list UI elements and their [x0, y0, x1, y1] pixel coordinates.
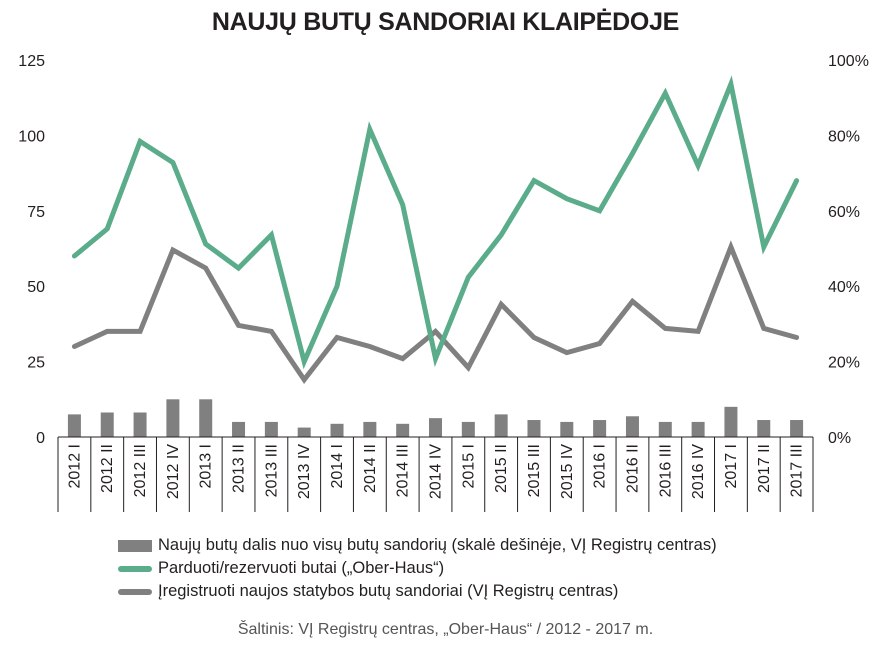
bar-18 — [658, 421, 672, 437]
x-tick-label: 2012 IV — [165, 444, 182, 499]
x-tick-label: 2015 II — [493, 444, 510, 493]
right-tick-label: 80% — [828, 128, 860, 145]
x-tick-label: 2016 IV — [690, 444, 707, 499]
bar-5 — [232, 421, 246, 437]
x-tick-label: 2014 III — [395, 444, 412, 497]
bar-19 — [691, 421, 705, 437]
legend-swatch-sold — [118, 565, 152, 572]
x-tick-label: 2013 II — [231, 444, 248, 493]
x-tick-label: 2016 III — [657, 444, 674, 497]
lines-layer — [71, 75, 800, 384]
x-tick-label: 2013 I — [198, 444, 215, 488]
bar-22 — [790, 420, 804, 437]
bar-11 — [429, 418, 442, 437]
legend-item-registered: Įregistruoti naujos statybos butų sandor… — [118, 580, 717, 603]
x-tick-label: 2013 III — [263, 444, 280, 497]
legend-label-sold: Parduoti/rezervuoti butai („Ober-Haus“) — [158, 559, 445, 577]
source-note: Šaltinis: VĮ Registrų centras, „Ober-Hau… — [237, 621, 654, 638]
x-tick-label: 2016 I — [592, 444, 609, 488]
legend-label-bars: Naujų butų dalis nuo visų butų sandorių … — [158, 536, 717, 554]
bar-12 — [461, 421, 475, 437]
right-tick-label: 60% — [828, 204, 860, 221]
bar-17 — [625, 416, 639, 437]
x-tick-label: 2015 IV — [559, 444, 576, 499]
left-tick-label: 75 — [27, 204, 45, 221]
left-axis-ticks: 0 25 50 75 100 125 — [18, 53, 45, 447]
bar-4 — [199, 399, 213, 437]
x-tick-label: 2012 I — [66, 444, 83, 488]
right-tick-label: 0% — [828, 430, 851, 447]
bar-14 — [527, 420, 541, 437]
x-tick-label: 2016 II — [624, 444, 641, 493]
bar-21 — [757, 420, 771, 437]
x-axis-ticks: 2012 I 2012 II 2012 III 2012 IV 2013 I 2013 I… — [57, 437, 814, 512]
legend-swatch-registered — [118, 588, 152, 595]
x-tick-label: 2013 IV — [296, 444, 313, 499]
right-axis-ticks: 0% 20% 40% 60% 80% 100% — [828, 53, 869, 447]
x-tick-label: 2012 III — [132, 444, 149, 497]
legend: Naujų butų dalis nuo visų butų sandorių … — [118, 534, 717, 603]
x-tick-label: 2017 III — [789, 444, 806, 497]
left-tick-label: 0 — [36, 430, 45, 447]
bar-8 — [330, 423, 344, 437]
bar-1 — [100, 412, 114, 437]
bar-9 — [363, 421, 377, 437]
x-tick-label: 2014 IV — [428, 444, 445, 499]
x-tick-label: 2017 II — [756, 444, 773, 493]
right-tick-label: 100% — [828, 53, 869, 70]
bar-7 — [297, 427, 311, 437]
left-tick-label: 125 — [18, 53, 45, 70]
bar-10 — [396, 423, 410, 437]
bars-layer — [67, 399, 804, 437]
line-sold — [71, 75, 800, 370]
bar-0 — [67, 414, 81, 437]
bar-20 — [724, 406, 738, 437]
legend-swatch-bars — [118, 539, 152, 552]
x-tick-label: 2015 III — [526, 444, 543, 497]
legend-item-sold: Parduoti/rezervuoti butai („Ober-Haus“) — [118, 557, 717, 580]
line-registered — [71, 240, 800, 384]
left-tick-label: 50 — [27, 279, 45, 296]
right-tick-label: 40% — [828, 279, 860, 296]
bar-13 — [494, 414, 508, 437]
x-tick-label: 2015 I — [460, 444, 477, 488]
x-tick-label: 2014 I — [329, 444, 346, 488]
bar-3 — [166, 399, 180, 437]
bar-2 — [133, 412, 147, 437]
left-tick-label: 25 — [27, 355, 45, 372]
legend-label-registered: Įregistruoti naujos statybos butų sandor… — [158, 582, 619, 600]
x-tick-label: 2012 II — [99, 444, 116, 493]
x-tick-label: 2017 I — [723, 444, 740, 488]
chart-title: NAUJŲ BUTŲ SANDORIAI KLAIPĖDOJE — [211, 8, 680, 36]
right-tick-label: 20% — [828, 355, 860, 372]
x-tick-label: 2014 II — [362, 444, 379, 493]
bar-15 — [560, 421, 574, 437]
bar-16 — [593, 420, 607, 437]
left-tick-label: 100 — [18, 128, 45, 145]
bar-6 — [264, 421, 278, 437]
legend-item-bars: Naujų butų dalis nuo visų butų sandorių … — [118, 534, 717, 557]
